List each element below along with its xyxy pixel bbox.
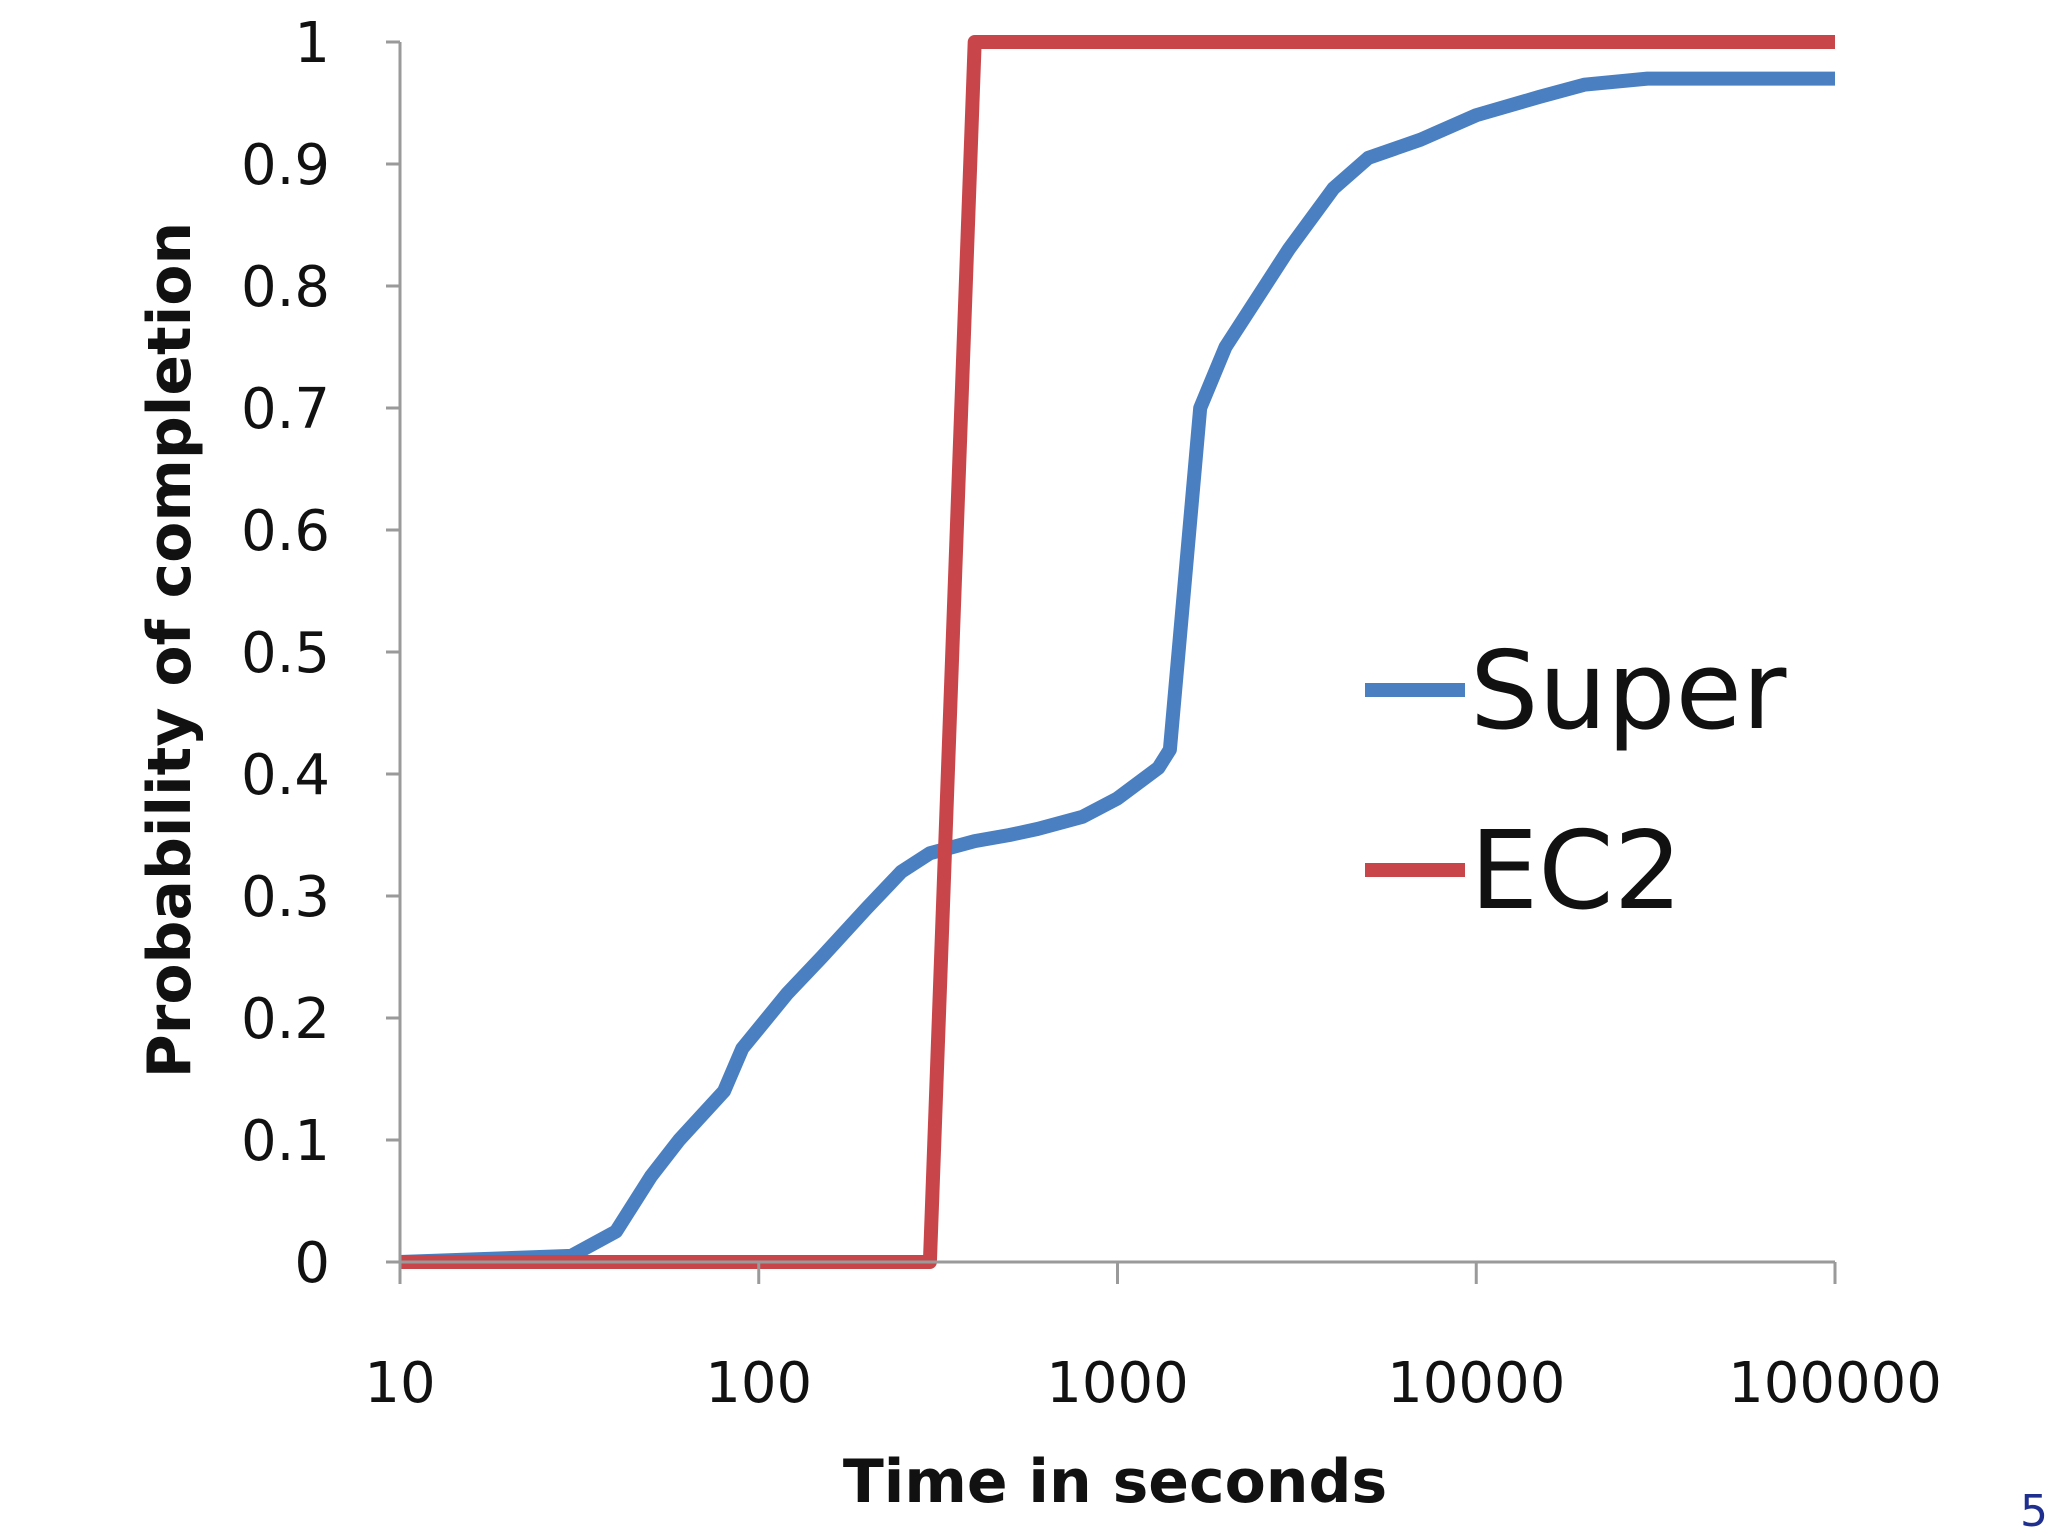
legend-label-super: Super: [1470, 629, 1787, 754]
y-tick-label: 0.4: [241, 743, 330, 808]
y-tick-label: 0.5: [241, 621, 330, 686]
axes: 0 0.1 0.2 0.3 0.4 0.5 0.6 0.7 0.8 0.9 1 10 100 1000 10…: [241, 11, 1942, 1416]
x-tick-label: 10000: [1387, 1351, 1565, 1416]
y-axis-title: Probability of completion: [135, 222, 205, 1078]
x-tick-label: 1000: [1046, 1351, 1189, 1416]
legend: Super EC2: [1365, 629, 1787, 934]
y-tick-label: 0.6: [241, 499, 330, 564]
y-tick-label: 0.9: [241, 133, 330, 198]
page-number: 50: [2020, 1486, 2048, 1536]
y-tick-label: 1: [294, 11, 330, 76]
y-tick-label: 0: [294, 1231, 330, 1296]
y-tick-label: 0.8: [241, 255, 330, 320]
x-tick-label: 100: [705, 1351, 812, 1416]
x-tick-label: 100000: [1728, 1351, 1942, 1416]
legend-label-ec2: EC2: [1470, 809, 1682, 934]
y-tick-label: 0.3: [241, 865, 330, 930]
x-axis-title: Time in seconds: [843, 1447, 1387, 1517]
y-tick-label: 0.7: [241, 377, 330, 442]
series-line-super: [399, 71, 1835, 1269]
y-tick-label: 0.2: [241, 987, 330, 1052]
y-tick-label: 0.1: [241, 1109, 330, 1174]
x-tick-label: 10: [364, 1351, 435, 1416]
